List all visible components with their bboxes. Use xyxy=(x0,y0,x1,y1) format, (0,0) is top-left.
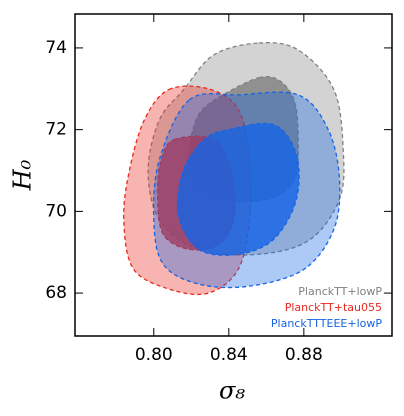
legend-label: PlanckTT+lowP xyxy=(298,285,382,298)
legend-label: PlanckTT+tau055 xyxy=(285,301,382,314)
x-tick-label: 0.84 xyxy=(210,345,248,365)
y-tick-label: 72 xyxy=(45,120,67,140)
contour-inner xyxy=(176,122,300,256)
y-tick-label: 68 xyxy=(45,283,67,303)
x-tick-label: 0.80 xyxy=(135,345,173,365)
y-tick-label: 70 xyxy=(45,201,67,221)
y-tick-label: 74 xyxy=(45,38,67,58)
legend-label: PlanckTTTEEE+lowP xyxy=(271,317,382,330)
x-axis-label: σ₈ xyxy=(219,377,245,405)
y-axis-label: H₀ xyxy=(9,159,37,191)
plot-frame xyxy=(74,13,393,337)
x-tick-label: 0.88 xyxy=(285,345,323,365)
